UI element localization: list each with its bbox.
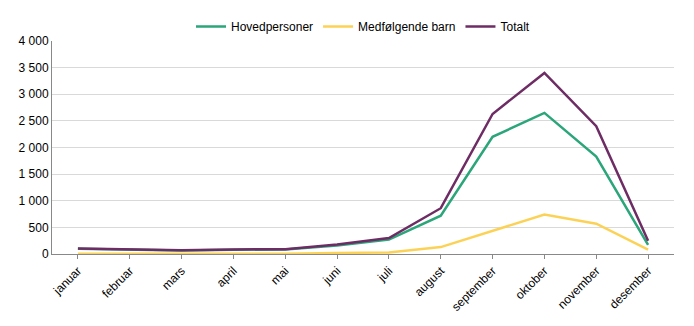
svg-text:3 500: 3 500 [19, 61, 49, 75]
svg-text:februar: februar [99, 264, 136, 301]
svg-text:juni: juni [320, 264, 344, 288]
svg-text:august: august [412, 263, 448, 299]
svg-text:mai: mai [268, 264, 292, 288]
svg-text:Medfølgende barn: Medfølgende barn [358, 20, 455, 34]
svg-text:Hovedpersoner: Hovedpersoner [231, 20, 313, 34]
svg-text:desember: desember [607, 264, 655, 312]
svg-text:3 000: 3 000 [19, 87, 49, 101]
svg-text:november: november [555, 264, 603, 312]
svg-text:september: september [449, 264, 499, 314]
svg-text:4 000: 4 000 [19, 34, 49, 48]
svg-text:oktober: oktober [513, 264, 551, 302]
svg-text:juli: juli [374, 264, 395, 285]
svg-text:1 000: 1 000 [19, 194, 49, 208]
svg-text:2 500: 2 500 [19, 114, 49, 128]
svg-text:1 500: 1 500 [19, 167, 49, 181]
svg-text:0: 0 [42, 247, 49, 261]
svg-text:mars: mars [159, 264, 188, 293]
svg-text:Totalt: Totalt [500, 20, 529, 34]
svg-text:2 000: 2 000 [19, 141, 49, 155]
svg-text:april: april [214, 264, 240, 290]
svg-text:500: 500 [29, 221, 49, 235]
svg-text:januar: januar [50, 264, 84, 298]
